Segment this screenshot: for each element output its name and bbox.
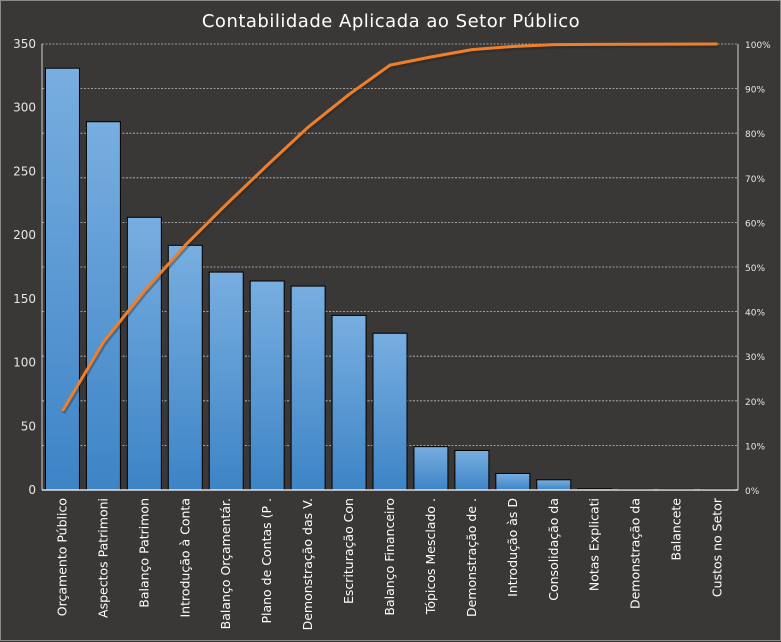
y-tick-label: 350 [13, 37, 36, 51]
bar [126, 216, 162, 491]
y2-tick-label: 50% [745, 264, 765, 274]
y-tick-label: 0 [28, 483, 36, 497]
y-tick-label: 150 [13, 292, 36, 306]
x-tick-label: Introdução às D [505, 498, 520, 597]
bar [413, 446, 449, 491]
x-tick-label: Plano de Contas (P . [259, 498, 274, 624]
x-tick-label: Aspectos Patrimoni [95, 498, 110, 618]
y2-tick-label: 40% [745, 309, 765, 319]
x-tick-label: Orçamento Público [54, 498, 69, 616]
x-tick-label: Balanço Orçamentár. [218, 498, 233, 629]
y2-tick-label: 70% [745, 175, 765, 185]
x-tick-label: Notas Explicati [587, 498, 602, 591]
y2-tick-label: 80% [745, 130, 765, 140]
x-tick-label: Demonstração da [628, 498, 643, 609]
cumulative-line [61, 42, 718, 412]
y2-tick-label: 60% [745, 219, 765, 229]
x-tick-label: Balanço Financeiro [382, 498, 397, 616]
y-tick-label: 50 [21, 419, 36, 433]
x-tick-label: Demonstração de . [464, 498, 479, 617]
bar [167, 244, 203, 491]
bar [454, 449, 490, 491]
bar [249, 280, 285, 491]
x-tick-label: Introdução à Conta [177, 498, 192, 618]
bar [85, 121, 121, 491]
bar [208, 271, 244, 491]
x-tick-label: Balanço Patrimon [136, 498, 151, 608]
y2-tick-label: 0% [745, 487, 760, 497]
bar [495, 472, 531, 491]
bar [372, 332, 408, 491]
y-tick-label: 100 [13, 356, 36, 370]
y-tick-label: 250 [13, 164, 36, 178]
x-tick-label: Custos no Setor [710, 497, 725, 597]
bar [331, 314, 367, 491]
cumulative-line-shadow [61, 44, 719, 415]
y-tick-label: 200 [13, 228, 36, 242]
y2-tick-label: 20% [745, 398, 765, 408]
bar [290, 285, 326, 491]
y2-tick-label: 10% [745, 442, 765, 452]
x-tick-label: Escrituração Con [341, 498, 356, 604]
x-tick-label: Demonstração das V. [300, 498, 315, 630]
y2-tick-label: 100% [745, 41, 771, 51]
x-tick-label: Tópicos Mesclado . [423, 498, 438, 615]
bar [536, 479, 572, 491]
chart-title: Contabilidade Aplicada ao Setor Público [202, 11, 580, 32]
y-tick-label: 300 [13, 101, 36, 115]
y2-tick-label: 30% [745, 353, 765, 363]
bar [44, 67, 80, 491]
y2-tick-label: 90% [745, 86, 765, 96]
x-tick-label: Balancete [669, 498, 684, 561]
x-tick-label: Consolidação da [546, 498, 561, 601]
